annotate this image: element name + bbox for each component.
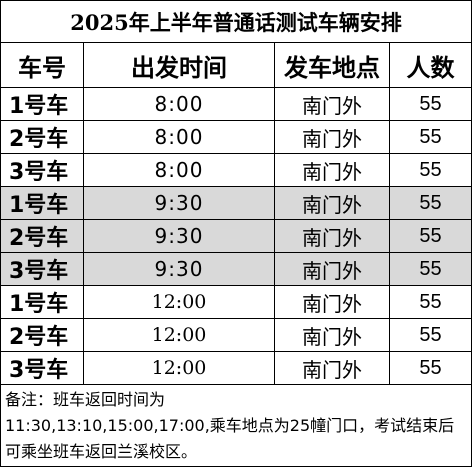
cell-time[interactable]: 12:00 bbox=[83, 285, 275, 319]
cell-time[interactable]: 8:00 bbox=[83, 153, 275, 187]
title-row: 2025年上半年普通话测试车辆安排 bbox=[0, 0, 473, 43]
cell-time[interactable]: 9:30 bbox=[83, 219, 275, 253]
cell-bus[interactable]: 3号车 bbox=[0, 252, 84, 286]
cell-count[interactable]: 55 bbox=[388, 87, 473, 121]
table-row: 1号车 12:00 南门外 55 bbox=[0, 285, 473, 319]
cell-bus[interactable]: 1号车 bbox=[0, 87, 84, 121]
note-line-1: 备注：班车返回时间为 bbox=[5, 390, 166, 409]
header-place[interactable]: 发车地点 bbox=[274, 42, 390, 88]
cell-bus[interactable]: 3号车 bbox=[0, 153, 84, 187]
cell-bus[interactable]: 1号车 bbox=[0, 186, 84, 220]
cell-bus[interactable]: 3号车 bbox=[0, 351, 84, 385]
cell-time[interactable]: 8:00 bbox=[83, 120, 275, 154]
table-row: 1号车 8:00 南门外 55 bbox=[0, 87, 473, 121]
cell-count[interactable]: 55 bbox=[388, 153, 473, 187]
table-row: 3号车 8:00 南门外 55 bbox=[0, 153, 473, 187]
cell-place[interactable]: 南门外 bbox=[274, 219, 390, 253]
cell-count[interactable]: 55 bbox=[388, 186, 473, 220]
cell-place[interactable]: 南门外 bbox=[274, 153, 390, 187]
cell-time[interactable]: 12:00 bbox=[83, 351, 275, 385]
cell-bus[interactable]: 2号车 bbox=[0, 219, 84, 253]
cell-time[interactable]: 9:30 bbox=[83, 252, 275, 286]
cell-count[interactable]: 55 bbox=[388, 252, 473, 286]
cell-bus[interactable]: 2号车 bbox=[0, 120, 84, 154]
cell-time[interactable]: 8:00 bbox=[83, 87, 275, 121]
header-count[interactable]: 人数 bbox=[388, 42, 473, 88]
table-row: 2号车 8:00 南门外 55 bbox=[0, 120, 473, 154]
cell-place[interactable]: 南门外 bbox=[274, 252, 390, 286]
note-line-2: 11:30,13:10,15:00,17:00,乘车地点为25幢门口，考试结束后… bbox=[5, 416, 455, 461]
note-row: 备注：班车返回时间为 11:30,13:10,15:00,17:00,乘车地点为… bbox=[0, 384, 473, 467]
cell-count[interactable]: 55 bbox=[388, 351, 473, 385]
table-row: 2号车 9:30 南门外 55 bbox=[0, 219, 473, 253]
cell-count[interactable]: 55 bbox=[388, 120, 473, 154]
cell-count[interactable]: 55 bbox=[388, 318, 473, 352]
cell-place[interactable]: 南门外 bbox=[274, 120, 390, 154]
cell-bus[interactable]: 2号车 bbox=[0, 318, 84, 352]
cell-place[interactable]: 南门外 bbox=[274, 285, 390, 319]
cell-time[interactable]: 12:00 bbox=[83, 318, 275, 352]
note-cell[interactable]: 备注：班车返回时间为 11:30,13:10,15:00,17:00,乘车地点为… bbox=[0, 384, 473, 467]
cell-place[interactable]: 南门外 bbox=[274, 318, 390, 352]
table-row: 3号车 9:30 南门外 55 bbox=[0, 252, 473, 286]
table-row: 3号车 12:00 南门外 55 bbox=[0, 351, 473, 385]
cell-bus[interactable]: 1号车 bbox=[0, 285, 84, 319]
table-title[interactable]: 2025年上半年普通话测试车辆安排 bbox=[0, 0, 473, 43]
cell-place[interactable]: 南门外 bbox=[274, 87, 390, 121]
header-time[interactable]: 出发时间 bbox=[83, 42, 275, 88]
cell-place[interactable]: 南门外 bbox=[274, 186, 390, 220]
table-row: 1号车 9:30 南门外 55 bbox=[0, 186, 473, 220]
cell-count[interactable]: 55 bbox=[388, 219, 473, 253]
cell-count[interactable]: 55 bbox=[388, 285, 473, 319]
table-row: 2号车 12:00 南门外 55 bbox=[0, 318, 473, 352]
header-bus[interactable]: 车号 bbox=[0, 42, 84, 88]
header-row: 车号 出发时间 发车地点 人数 bbox=[0, 42, 473, 88]
cell-time[interactable]: 9:30 bbox=[83, 186, 275, 220]
cell-place[interactable]: 南门外 bbox=[274, 351, 390, 385]
